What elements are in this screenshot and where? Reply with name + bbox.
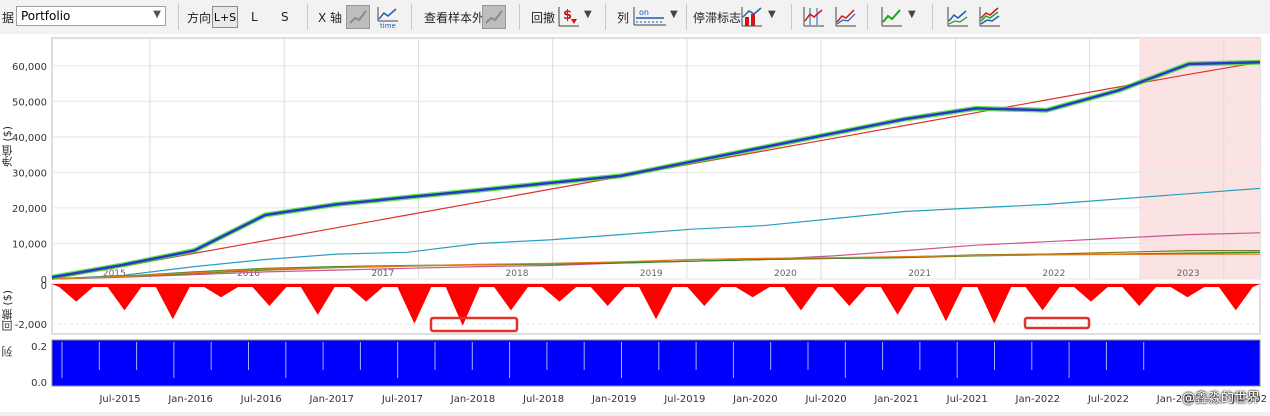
chart-lines-icon[interactable] xyxy=(802,5,826,29)
chevron-down-icon: ▼ xyxy=(153,9,161,20)
chevron-down-icon[interactable]: ▼ xyxy=(584,9,592,20)
chart-area: 0 10,000 20,000 30,000 40,000 50,000 60,000 201… xyxy=(0,34,1270,412)
x-axis-date: Jan-2020 xyxy=(732,394,777,405)
divider xyxy=(791,4,792,30)
highlight-box xyxy=(429,316,519,333)
columns-panel xyxy=(51,339,1261,387)
year-label: 2019 xyxy=(640,269,663,279)
all-strategies-icon[interactable] xyxy=(978,5,1002,29)
equity-y-tick: 50,000 xyxy=(12,97,47,108)
x-axis-date: Jan-2023 xyxy=(1156,394,1201,405)
x-axis-date: Jul-2018 xyxy=(522,394,564,405)
x-axis-date: Jul-202 xyxy=(1231,394,1267,405)
x-axis-date: Jan-2017 xyxy=(309,394,354,405)
chevron-down-icon[interactable]: ▼ xyxy=(908,9,916,20)
equity-axis-label: 净值 ($) xyxy=(1,126,14,168)
x-axis-date: Jan-2022 xyxy=(1015,394,1060,405)
equity-panel xyxy=(51,37,1261,280)
x-axis-date: Jul-2019 xyxy=(663,394,705,405)
columns-label: 列 xyxy=(617,10,630,25)
year-label: 2015 xyxy=(103,269,126,279)
x-axis-date: Jan-2019 xyxy=(591,394,636,405)
direction-ls-button[interactable]: L+S xyxy=(212,6,238,28)
svg-text:$: $ xyxy=(563,8,572,23)
watermark: @鑫淼的世界 xyxy=(1181,391,1260,406)
out-of-sample-label: 查看样本外 xyxy=(424,10,485,25)
strategy-prefix: 据 xyxy=(2,10,15,25)
x-axis-trades-icon[interactable] xyxy=(346,5,370,29)
divider xyxy=(519,4,520,30)
drawdown-dollar-icon[interactable]: $ xyxy=(557,5,581,29)
drawdown-y-tick: 0 xyxy=(41,281,47,292)
columns-y-tick: 0.2 xyxy=(31,342,47,353)
chevron-down-icon[interactable]: ▼ xyxy=(768,9,776,20)
strategy-select-value: Portfolio xyxy=(21,9,71,23)
drawdown-label: 回撤 xyxy=(531,10,556,25)
x-axis-time-icon[interactable]: time xyxy=(376,5,400,30)
direction-s-button[interactable]: S xyxy=(281,10,289,24)
year-label: 2017 xyxy=(371,269,394,279)
equity-y-tick: 10,000 xyxy=(12,239,47,250)
year-label: 2021 xyxy=(908,269,931,279)
drawdown-axis-label: 回撤 ($) xyxy=(1,290,14,332)
highlight-box xyxy=(1023,316,1091,330)
divider xyxy=(178,4,179,30)
on-label: on xyxy=(639,8,649,17)
columns-axis-label: 列 xyxy=(1,346,14,357)
divider xyxy=(605,4,606,30)
year-label: 2016 xyxy=(237,269,260,279)
stagnation-icon[interactable] xyxy=(740,5,764,29)
x-axis-date: Jul-2017 xyxy=(381,394,423,405)
year-label: 2018 xyxy=(506,269,529,279)
equity-y-tick: 0 xyxy=(41,275,47,286)
x-axis-date: Jul-2020 xyxy=(804,394,846,405)
chevron-down-icon[interactable]: ▼ xyxy=(670,9,678,20)
year-label: 2023 xyxy=(1177,269,1200,279)
equity-green-icon[interactable] xyxy=(880,5,904,29)
x-axis-date: Jul-2022 xyxy=(1087,394,1129,405)
divider xyxy=(932,4,933,30)
toolbar: 据 Portfolio ▼ 方向 L+S L S X 轴 time 查看样本外 … xyxy=(0,0,1270,35)
stagnation-label: 停滞标志 xyxy=(693,10,742,25)
x-axis-date: Jan-2016 xyxy=(167,394,212,405)
direction-l-button[interactable]: L xyxy=(251,10,258,24)
divider xyxy=(686,4,687,30)
series-orange-line xyxy=(51,253,1260,280)
year-label: 2020 xyxy=(774,269,797,279)
divider xyxy=(411,4,412,30)
divider xyxy=(307,4,308,30)
out-of-sample-icon[interactable] xyxy=(482,5,506,29)
drawdown-area xyxy=(52,284,1260,326)
x-axis-date: Jul-2015 xyxy=(98,394,140,405)
equity-y-tick: 60,000 xyxy=(12,62,47,73)
charts-canvas: 0 10,000 20,000 30,000 40,000 50,000 60,000 201… xyxy=(12,37,1267,405)
x-axis-date: Jan-2021 xyxy=(873,394,918,405)
year-label: 2022 xyxy=(1042,269,1065,279)
drawdown-y-tick: -2,000 xyxy=(15,320,47,331)
direction-label: 方向 xyxy=(187,10,212,25)
equity-y-tick: 40,000 xyxy=(12,133,47,144)
x-axis-label: X 轴 xyxy=(318,10,343,25)
x-axis-date: Jul-2021 xyxy=(946,394,988,405)
x-axis-date: Jul-2016 xyxy=(240,394,282,405)
equity-y-tick: 30,000 xyxy=(12,168,47,179)
chart-trend-icon[interactable] xyxy=(834,5,858,29)
equity-y-tick: 20,000 xyxy=(12,204,47,215)
divider xyxy=(867,4,868,30)
strategy-select[interactable]: Portfolio ▼ xyxy=(16,6,166,26)
time-label: time xyxy=(380,22,396,29)
multi-line-icon[interactable] xyxy=(946,5,970,29)
out-of-sample-region xyxy=(1139,38,1260,279)
columns-on-time-icon[interactable]: on xyxy=(632,5,668,29)
columns-y-tick: 0.0 xyxy=(31,378,47,389)
series-cyan-line xyxy=(51,187,1261,280)
x-axis-date: Jan-2018 xyxy=(450,394,495,405)
portfolio-line xyxy=(51,60,1261,279)
